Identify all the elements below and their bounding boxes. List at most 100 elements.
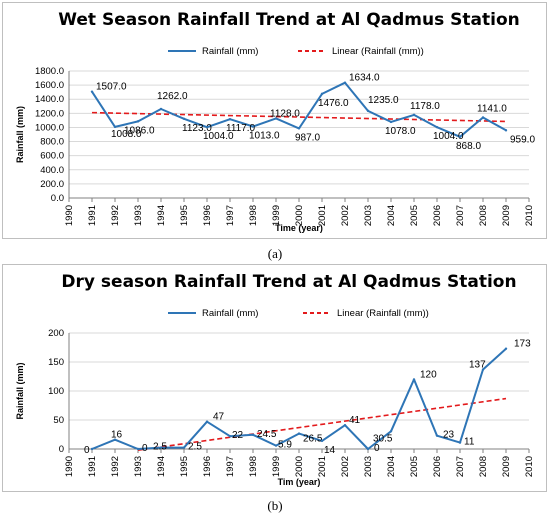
data-label: 120 [420,369,437,380]
data-point [458,135,462,138]
data-point [343,424,347,427]
y-tick-label: 400.0 [40,165,64,176]
y-axis-label: Rainfall (mm) [15,106,25,163]
x-tick-label: 1998 [248,456,259,477]
data-label: 1086.0 [124,125,155,136]
x-tick-label: 2002 [340,205,351,226]
data-label: 173 [514,339,531,350]
data-label: 2.5 [188,442,202,453]
data-point [504,347,508,350]
data-point [389,430,393,433]
data-point [412,378,416,381]
data-label: 1078.0 [385,126,416,137]
data-point [113,125,117,129]
y-tick-label: 50 [53,415,64,426]
y-tick-label: 1400.0 [35,94,64,105]
data-label: 41 [349,415,361,426]
data-label: 137 [469,360,486,371]
data-point [389,120,393,124]
data-point [251,125,255,128]
x-tick-label: 2000 [294,205,305,226]
data-point [504,129,508,132]
y-tick-label: 600.0 [40,151,64,162]
trend-line [137,397,507,451]
data-point [90,90,94,93]
x-tick-label: 1992 [110,205,121,226]
x-tick-label: 1990 [64,205,75,226]
data-point [113,438,117,441]
x-axis-label: Tim (year) [278,477,321,487]
x-axis-label: Time (year) [275,223,323,233]
y-tick-label: 150 [48,357,64,368]
x-tick-label: 1996 [202,205,213,226]
data-point [343,81,347,84]
data-point [297,432,301,435]
x-tick-label: 2007 [455,456,466,477]
y-tick-label: 1600.0 [35,80,64,91]
x-tick-label: 1991 [87,456,98,477]
data-label: 1178.0 [410,101,440,112]
x-tick-label: 1995 [179,205,190,226]
data-point [228,435,232,438]
data-label: 1262.0 [157,91,188,102]
data-point [182,117,186,120]
x-tick-label: 2000 [294,456,305,477]
x-tick-label: 1999 [271,205,282,226]
data-point [159,107,163,111]
data-label: 1004.0 [433,131,464,142]
x-tick-label: 2010 [524,456,535,477]
x-tick-label: 2007 [455,205,466,226]
x-tick-label: 2008 [478,456,489,477]
legend-label-rainfall: Rainfall (mm) [202,46,258,57]
data-point [297,127,301,130]
x-tick-label: 2001 [317,456,328,477]
legend-label-rainfall: Rainfall (mm) [202,308,258,319]
x-tick-label: 1992 [110,456,121,477]
data-point [274,117,278,120]
data-label: 14 [324,445,336,456]
data-label: 0 [374,443,380,454]
x-tick-label: 1990 [64,456,75,477]
data-point [481,116,485,119]
data-label: 1634.0 [349,73,380,84]
y-tick-label: 100 [48,386,64,397]
y-tick-label: 1200.0 [35,108,64,119]
data-point [251,433,255,436]
data-point [481,368,485,371]
data-label: 47 [213,412,225,423]
data-point [366,109,370,113]
x-tick-label: 2008 [478,205,489,226]
legend-label-linear: Linear (Rainfall (mm)) [332,46,424,57]
data-label: 2.5 [153,442,167,453]
data-label: 26.5 [303,434,323,445]
y-tick-label: 200 [48,328,64,339]
x-tick-label: 1994 [156,205,167,226]
data-point [228,117,232,121]
x-tick-label: 1995 [179,456,190,477]
x-tick-label: 1994 [156,456,167,477]
x-tick-label: 2003 [363,205,374,226]
data-label: 22 [232,430,244,441]
x-tick-label: 1997 [225,456,236,477]
y-tick-label: 200.0 [40,179,64,190]
data-label: 1004.0 [203,131,234,142]
data-point [274,444,278,447]
data-label: 1235.0 [368,95,399,106]
x-tick-label: 2005 [409,205,420,226]
data-label: 1008.0 [111,129,142,140]
wet-season-chart: Wet Season Rainfall Trend at Al Qadmus S… [15,10,535,233]
data-label: 23 [443,430,455,441]
caption-a: (a) [267,246,283,261]
data-point [458,441,462,444]
data-point [136,120,140,123]
data-label: 30.5 [373,433,393,444]
y-tick-label: 0 [59,444,64,455]
data-point [412,113,416,117]
x-tick-label: 2009 [501,456,512,477]
x-tick-label: 2002 [340,456,351,477]
data-label: 1507.0 [96,82,127,93]
y-tick-label: 1800.0 [35,66,64,77]
chart-title: Wet Season Rainfall Trend at Al Qadmus S… [58,10,520,30]
data-label: 0 [142,443,148,454]
data-point [366,447,370,451]
